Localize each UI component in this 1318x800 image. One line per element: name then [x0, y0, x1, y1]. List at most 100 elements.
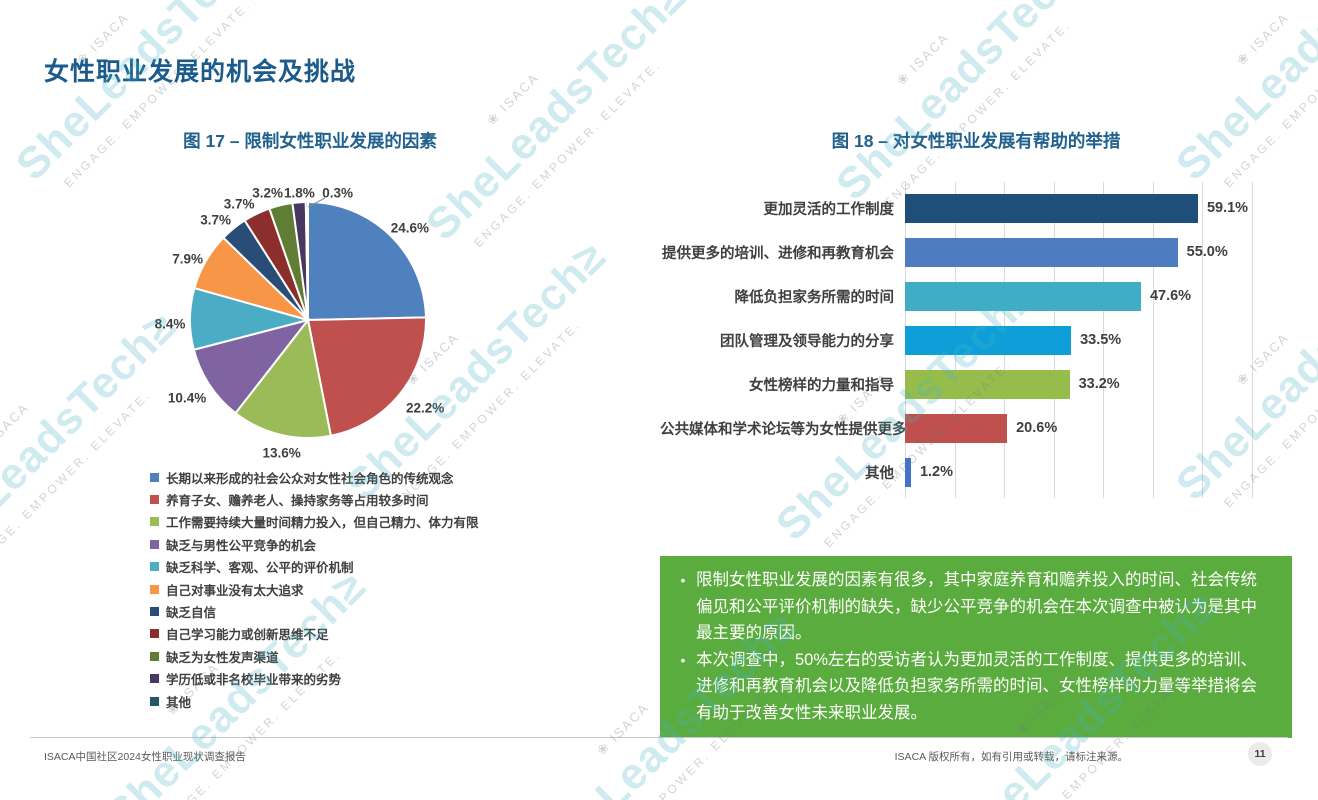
bar-category-label: 公共媒体和学术论坛等为女性提供更多发声机会 [660, 421, 965, 438]
pie-value-label: 7.9% [172, 251, 204, 267]
legend-label: 其他 [166, 695, 192, 710]
legend-item: 长期以来形成的社会公众对女性社会角色的传统观念 [150, 466, 630, 488]
bar-chart: 更加灵活的工作制度 59.1% 提供更多的培训、进修和再教育机会 55.0% 降低负担家… [660, 182, 1300, 498]
legend-item: 缺乏与男性公平竞争的机会 [150, 533, 630, 555]
pie-value-label: 24.6% [390, 220, 430, 236]
bar-category-label: 团队管理及领导能力的分享 [720, 333, 894, 350]
leader-line [307, 197, 326, 208]
gridline [1152, 182, 1154, 498]
bar-value-label: 33.2% [1078, 376, 1120, 392]
bar-value-label: 20.6% [1016, 420, 1058, 436]
pie-value-label: 3.2% [252, 185, 284, 201]
sheleadstech-watermark: SheLeadsTech≥ [6, 0, 286, 190]
pie-legend: 长期以来形成的社会公众对女性社会角色的传统观念养育子女、赡养老人、操持家务等占用… [150, 466, 630, 712]
legend-swatch [150, 607, 159, 617]
legend-item: 工作需要持续大量时间精力投入，但自己精力、体力有限 [150, 511, 630, 533]
footer-divider [30, 737, 1288, 738]
legend-label: 缺乏科学、客观、公平的评价机制 [166, 561, 354, 576]
sheleadstech-watermark: SheLeadsTech≥ [826, 0, 1106, 210]
legend-label: 缺乏与男性公平竞争的机会 [166, 538, 317, 553]
pie-slice [304, 200, 309, 321]
pie-svg [189, 197, 427, 439]
watermark-tagline: ENGAGE. EMPOWER. ELEVATE. [1221, 0, 1318, 190]
bar-track: 33.2% [905, 369, 1252, 399]
legend-item: 缺乏自信 [150, 600, 630, 622]
pie-value-label: 3.7% [223, 196, 255, 212]
pie-slice [306, 316, 427, 437]
bar-track: 33.5% [905, 325, 1252, 355]
legend-label: 长期以来形成的社会公众对女性社会角色的传统观念 [166, 471, 454, 486]
bullet-icon: • [680, 572, 686, 588]
bar-row: 其他 1.2% [660, 450, 1300, 494]
legend-swatch [150, 495, 159, 505]
bar-category-label: 女性榜样的力量和指导 [749, 377, 894, 394]
watermark-tagline: ENGAGE. EMPOWER. ELEVATE. [0, 387, 154, 580]
legend-label: 自己学习能力或创新思维不足 [166, 628, 329, 643]
legend-label: 工作需要持续大量时间精力投入，但自己精力、体力有限 [166, 516, 479, 531]
bar-row: 降低负担家务所需的时间 47.6% [660, 274, 1300, 318]
footer-report-name: ISACA中国社区2024女性职业现状调查报告 [44, 751, 246, 763]
pie-value-label: 22.2% [406, 400, 445, 416]
legend-swatch [150, 629, 159, 639]
pie-value-label: 1.8% [284, 185, 315, 201]
bar-value-label: 55.0% [1186, 244, 1228, 260]
summary-box: • 限制女性职业发展的因素有很多，其中家庭养育和赡养投入的时间、社会传统偏见和公平… [660, 556, 1292, 738]
bar-chart-title: 图 18 – 对女性职业发展有帮助的举措 [831, 131, 1121, 151]
bar-fill [905, 369, 1070, 399]
legend-swatch [150, 539, 159, 549]
bar-category-label: 提供更多的培训、进修和再教育机会 [662, 245, 894, 262]
legend-item: 自己对事业没有太大追求 [150, 578, 630, 600]
watermark-tagline: ENGAGE. EMPOWER. ELEVATE. [471, 57, 664, 250]
bar-fill [905, 193, 1198, 223]
pie-chart: 24.6% 22.2% 13.6% 10.4% 8.4% 7.9% 3.7% 3.7% 3.2%… [145, 170, 485, 472]
summary-text: 本次调查中，50%左右的受访者认为更加灵活的工作制度、提供更多的培训、进修和再教… [696, 650, 1258, 722]
bar-row: 团队管理及领导能力的分享 33.5% [660, 318, 1300, 362]
legend-label: 自己对事业没有太大追求 [166, 583, 304, 598]
bar-track: 59.1% [905, 193, 1252, 223]
pie-slice [234, 317, 333, 439]
bar-row: 更加灵活的工作制度 59.1% [660, 186, 1300, 230]
bar-category-label: 降低负担家务所需的时间 [734, 289, 895, 306]
bar-track: 1.2% [905, 457, 1252, 487]
legend-item: 养育子女、赡养老人、操持家务等占用较多时间 [150, 488, 630, 510]
bar-row: 提供更多的培训、进修和再教育机会 55.0% [660, 230, 1300, 274]
gridline [1202, 182, 1204, 498]
bar-value-label: 1.2% [919, 464, 953, 480]
legend-swatch [150, 517, 159, 527]
bar-track: 20.6% [905, 413, 1252, 443]
bar-category-label: 更加灵活的工作制度 [763, 201, 895, 218]
bar-value-label: 59.1% [1206, 200, 1249, 216]
sheleadstech-watermark: SheLeadsTech≥ [0, 301, 186, 580]
legend-label: 学历低或非名校毕业带来的劣势 [166, 673, 342, 688]
bar-value-label: 47.6% [1149, 288, 1192, 304]
bar-value-label: 33.5% [1080, 332, 1122, 348]
pie-value-label: 3.7% [200, 212, 232, 228]
pie-value-label: 10.4% [167, 390, 207, 406]
bullet-icon: • [680, 651, 686, 668]
bar-row: 女性榜样的力量和指导 33.2% [660, 362, 1300, 406]
sheleadstech-watermark: SheLeadsTech≥ [1166, 0, 1318, 190]
footer-copyright: ISACA 版权所有，如有引用或转载，请标注来源。 [894, 751, 1128, 763]
legend-item: 其他 [150, 690, 630, 712]
bar-track: 47.6% [905, 281, 1252, 311]
bar-category-label: 其他 [865, 465, 894, 482]
gridline [1252, 182, 1253, 498]
legend-swatch [150, 674, 159, 684]
legend-swatch [150, 472, 159, 482]
bar-fill [905, 281, 1141, 311]
pie-value-label: 8.4% [154, 316, 186, 332]
pie-value-label: 0.3% [322, 185, 354, 201]
legend-swatch [150, 651, 159, 661]
legend-label: 缺乏为女性发声渠道 [166, 650, 279, 665]
legend-swatch [150, 562, 159, 572]
legend-swatch [150, 696, 159, 706]
bar-fill [905, 237, 1178, 267]
legend-item: 缺乏科学、客观、公平的评价机制 [150, 556, 630, 578]
summary-text: 限制女性职业发展的因素有很多，其中家庭养育和赡养投入的时间、社会传统偏见和公平评… [696, 571, 1257, 642]
page-number-badge: 11 [1248, 742, 1272, 766]
bar-fill [905, 457, 911, 487]
legend-item: 自己学习能力或创新思维不足 [150, 623, 630, 645]
gridline [1103, 182, 1105, 498]
